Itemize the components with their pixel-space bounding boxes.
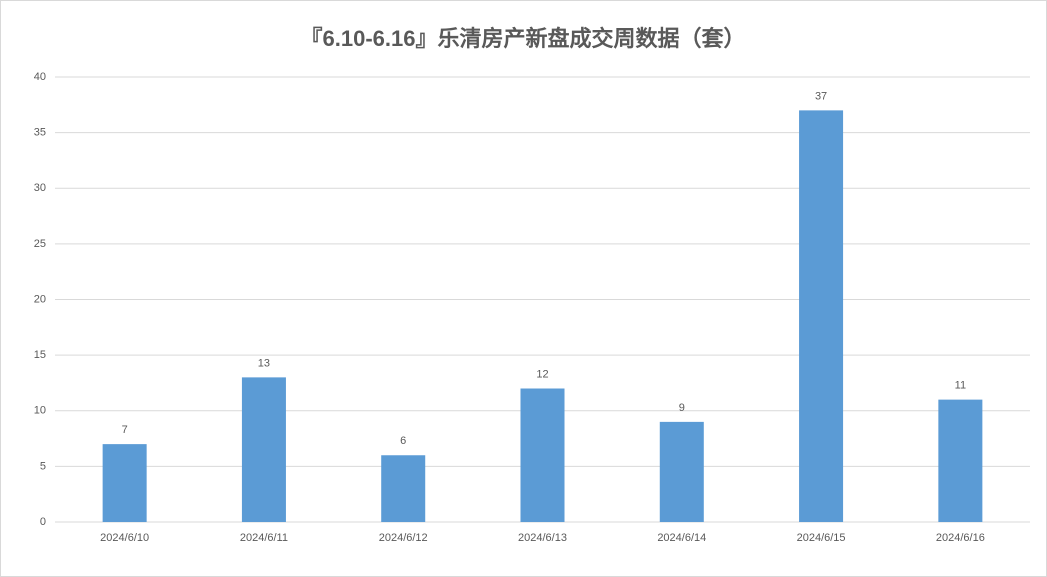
data-label: 11 xyxy=(955,380,966,392)
x-tick-label: 2024/6/12 xyxy=(379,532,428,544)
bar xyxy=(520,388,565,522)
data-label: 12 xyxy=(536,368,548,380)
y-tick-label: 0 xyxy=(40,516,46,528)
data-label: 9 xyxy=(679,402,685,414)
bar xyxy=(799,110,844,522)
y-tick-label: 5 xyxy=(40,460,46,472)
x-tick-label: 2024/6/11 xyxy=(240,532,288,544)
y-tick-label: 10 xyxy=(34,405,46,417)
data-label: 13 xyxy=(258,357,270,369)
data-label: 6 xyxy=(400,435,406,447)
data-label: 7 xyxy=(122,424,128,436)
y-tick-label: 30 xyxy=(34,182,46,194)
x-tick-label: 2024/6/14 xyxy=(657,532,706,544)
bar xyxy=(938,399,983,522)
chart-title: 『6.10-6.16』乐清房产新盘成交周数据（套） xyxy=(301,26,746,51)
y-tick-label: 35 xyxy=(34,127,46,139)
x-tick-label: 2024/6/15 xyxy=(797,532,846,544)
bar xyxy=(659,421,704,522)
x-tick-label: 2024/6/13 xyxy=(518,532,567,544)
x-tick-label: 2024/6/10 xyxy=(100,532,149,544)
bar xyxy=(102,444,147,522)
y-tick-label: 40 xyxy=(34,71,46,83)
y-tick-label: 15 xyxy=(34,349,46,361)
bar xyxy=(241,377,286,522)
y-tick-label: 25 xyxy=(34,238,46,250)
bar xyxy=(381,455,426,522)
y-tick-label: 20 xyxy=(34,293,46,305)
x-tick-label: 2024/6/16 xyxy=(936,532,985,544)
data-label: 37 xyxy=(815,90,827,102)
